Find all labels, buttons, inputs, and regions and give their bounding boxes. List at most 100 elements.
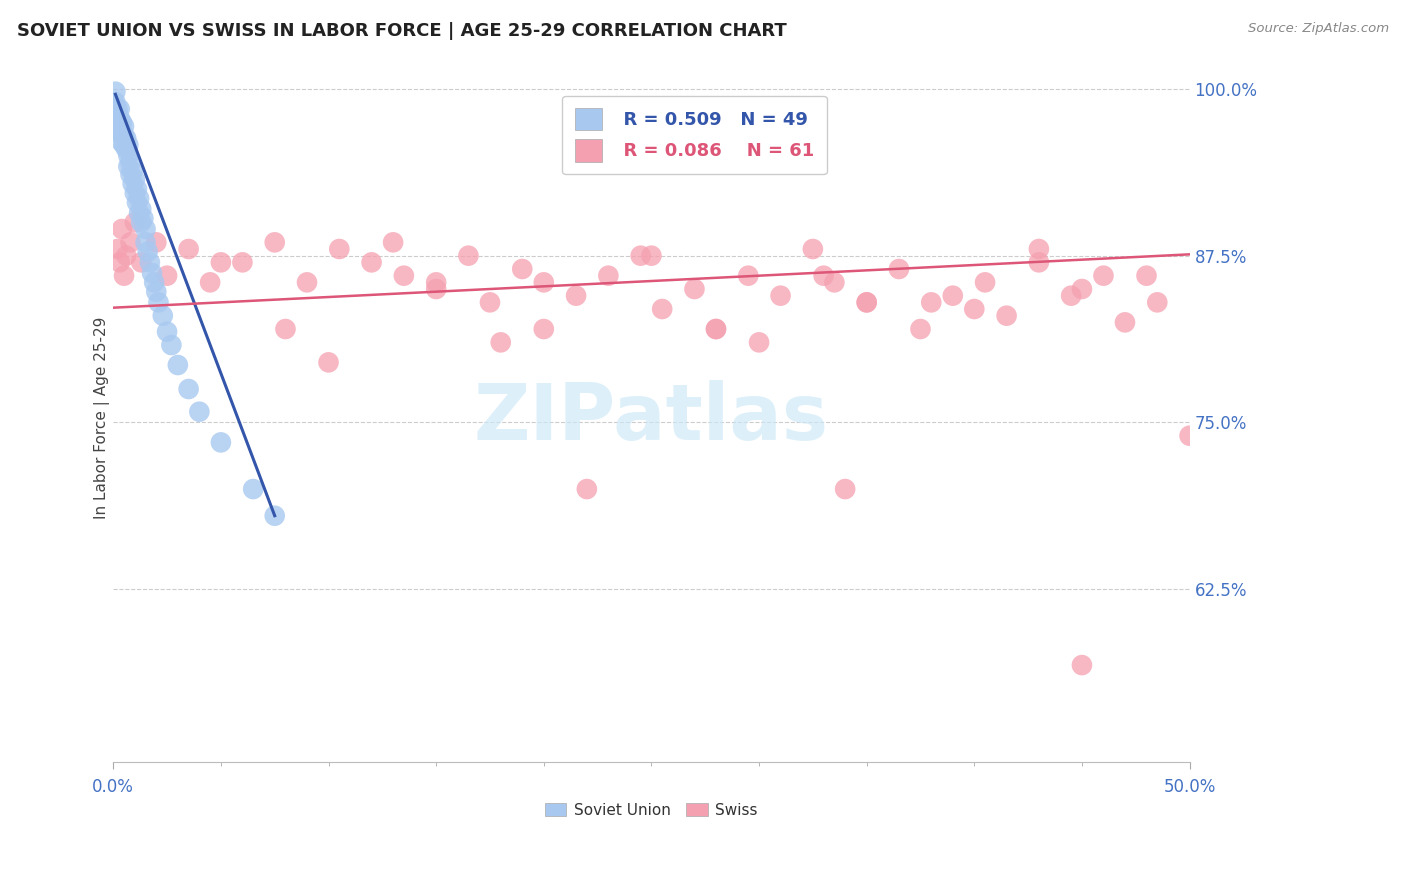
- Point: [855, 295, 877, 310]
- Point: [108, 112, 131, 126]
- Point: [124, 172, 146, 186]
- Y-axis label: In Labor Force | Age 25-29: In Labor Force | Age 25-29: [94, 317, 110, 519]
- Point: [188, 405, 211, 419]
- Point: [111, 136, 134, 150]
- Point: [198, 276, 221, 290]
- Point: [242, 482, 264, 496]
- Text: ZIPatlas: ZIPatlas: [474, 380, 830, 456]
- Point: [104, 95, 127, 110]
- Legend: Soviet Union, Swiss: Soviet Union, Swiss: [538, 797, 763, 823]
- Point: [510, 262, 533, 277]
- Point: [135, 222, 157, 236]
- Point: [107, 125, 129, 139]
- Point: [124, 215, 146, 229]
- Point: [910, 322, 932, 336]
- Point: [115, 131, 138, 145]
- Point: [823, 276, 845, 290]
- Point: [145, 235, 167, 250]
- Point: [737, 268, 759, 283]
- Point: [108, 102, 131, 116]
- Point: [565, 288, 588, 302]
- Point: [135, 235, 157, 250]
- Point: [115, 142, 138, 156]
- Point: [704, 322, 727, 336]
- Point: [209, 255, 232, 269]
- Point: [704, 322, 727, 336]
- Point: [575, 482, 598, 496]
- Point: [263, 508, 285, 523]
- Point: [1028, 242, 1050, 256]
- Point: [108, 122, 131, 136]
- Point: [995, 309, 1018, 323]
- Point: [120, 235, 142, 250]
- Point: [263, 235, 285, 250]
- Point: [125, 195, 148, 210]
- Point: [533, 276, 555, 290]
- Point: [1071, 658, 1094, 673]
- Point: [111, 125, 134, 139]
- Point: [318, 355, 340, 369]
- Point: [533, 322, 555, 336]
- Point: [111, 222, 134, 236]
- Point: [117, 159, 139, 173]
- Point: [1178, 428, 1201, 442]
- Point: [1071, 282, 1094, 296]
- Point: [231, 255, 253, 269]
- Point: [156, 325, 179, 339]
- Point: [152, 309, 174, 323]
- Point: [489, 335, 512, 350]
- Point: [382, 235, 405, 250]
- Point: [887, 262, 910, 277]
- Point: [769, 288, 792, 302]
- Point: [124, 186, 146, 200]
- Point: [139, 255, 162, 269]
- Point: [748, 335, 770, 350]
- Point: [274, 322, 297, 336]
- Point: [143, 276, 166, 290]
- Point: [177, 242, 200, 256]
- Point: [478, 295, 501, 310]
- Point: [209, 435, 232, 450]
- Point: [129, 215, 152, 229]
- Point: [129, 255, 152, 269]
- Point: [115, 249, 138, 263]
- Point: [121, 177, 143, 191]
- Point: [425, 282, 447, 296]
- Point: [104, 85, 127, 99]
- Point: [112, 120, 135, 134]
- Point: [328, 242, 350, 256]
- Point: [112, 128, 135, 143]
- Point: [920, 295, 942, 310]
- Point: [112, 268, 135, 283]
- Point: [108, 255, 131, 269]
- Point: [121, 164, 143, 178]
- Point: [177, 382, 200, 396]
- Point: [683, 282, 706, 296]
- Point: [156, 268, 179, 283]
- Point: [107, 115, 129, 129]
- Point: [942, 288, 965, 302]
- Point: [651, 301, 673, 316]
- Point: [360, 255, 382, 269]
- Point: [145, 285, 167, 299]
- Point: [457, 249, 479, 263]
- Point: [128, 206, 150, 220]
- Point: [111, 115, 134, 129]
- Point: [974, 276, 997, 290]
- Point: [1092, 268, 1115, 283]
- Point: [112, 138, 135, 153]
- Point: [136, 244, 159, 259]
- Point: [120, 167, 142, 181]
- Point: [125, 182, 148, 196]
- Point: [1114, 315, 1136, 329]
- Point: [160, 338, 183, 352]
- Point: [128, 191, 150, 205]
- Point: [963, 301, 986, 316]
- Point: [801, 242, 824, 256]
- Point: [1028, 255, 1050, 269]
- Point: [1146, 295, 1168, 310]
- Point: [598, 268, 620, 283]
- Point: [813, 268, 835, 283]
- Point: [834, 482, 856, 496]
- Point: [640, 249, 662, 263]
